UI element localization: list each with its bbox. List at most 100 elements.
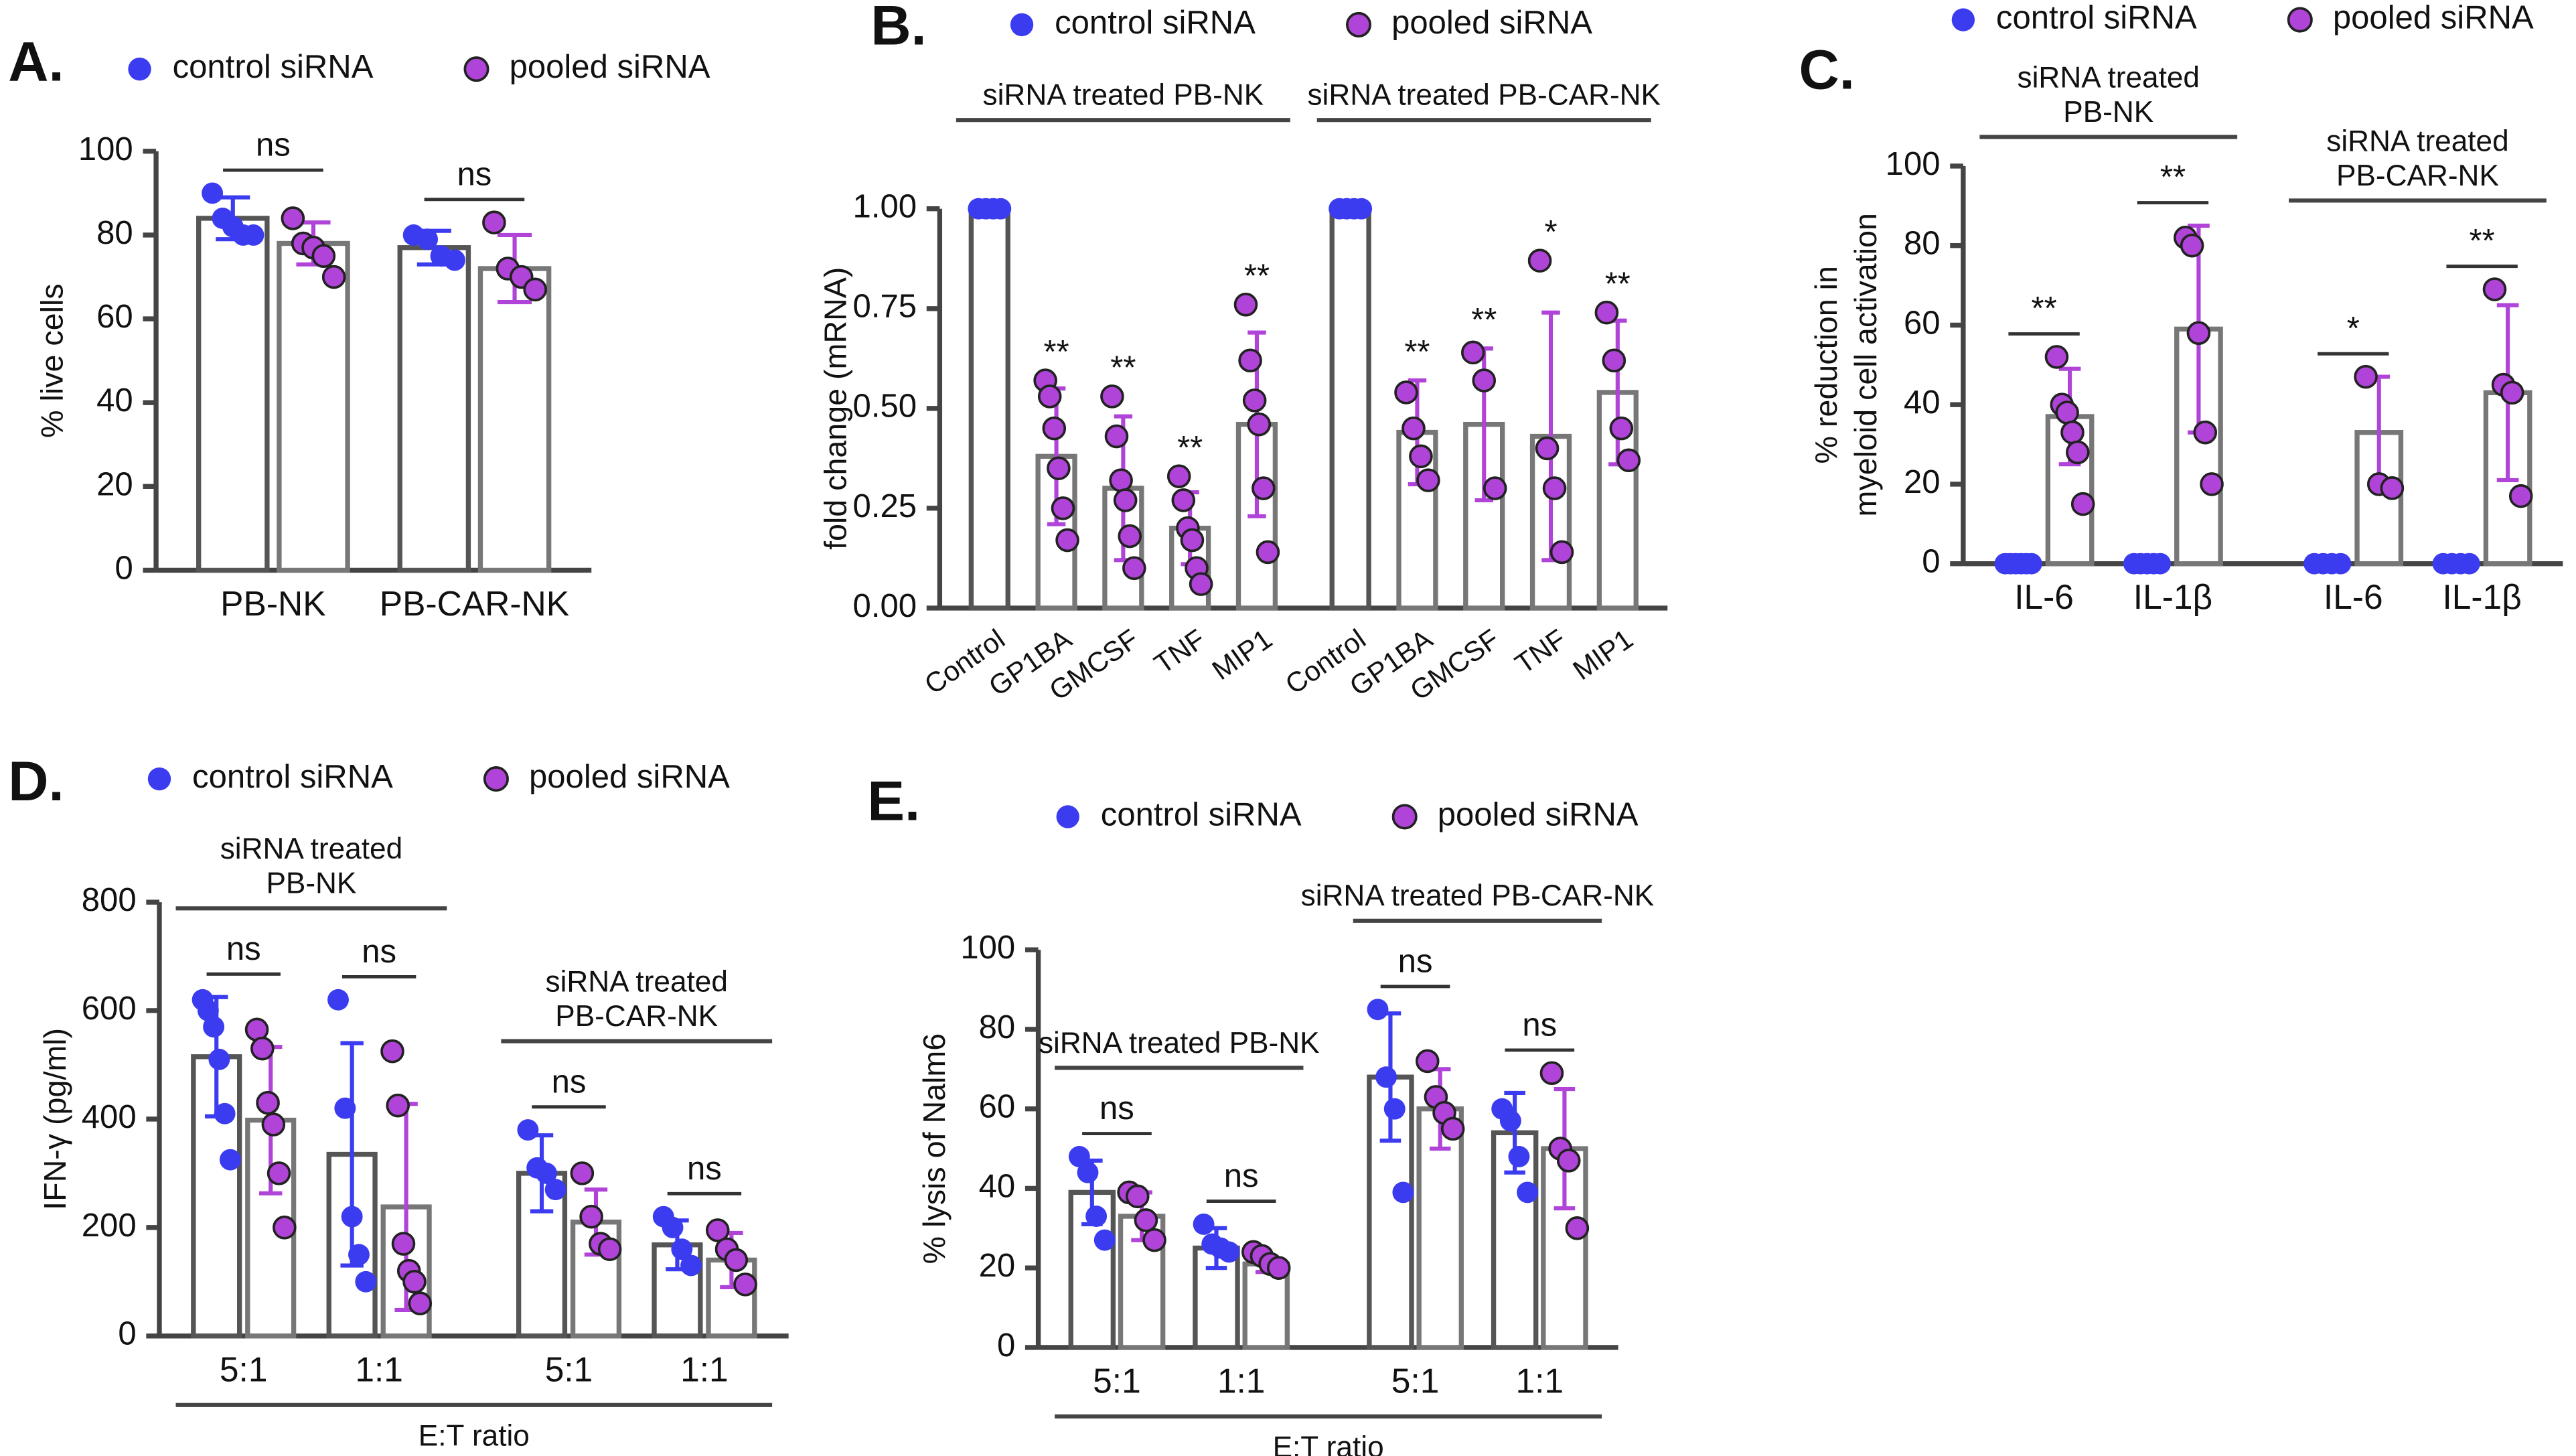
significance-label: **	[2031, 291, 2056, 327]
data-point	[334, 1097, 356, 1119]
data-point	[990, 198, 1012, 220]
x-tick-label: PB-NK	[220, 584, 325, 623]
data-point	[1394, 380, 1418, 405]
data-point	[1440, 1116, 1465, 1141]
x-tick-label: 1:1	[1217, 1362, 1266, 1400]
data-point	[1549, 540, 1574, 565]
data-point	[219, 1149, 241, 1171]
data-point	[214, 1102, 236, 1124]
y-tick-label: 100	[1886, 146, 1941, 182]
group-label: siRNA treated	[2326, 125, 2508, 157]
x-tick-label: IL-6	[2014, 577, 2074, 616]
data-point	[535, 1162, 557, 1184]
x-tick-label: IL-1β	[2442, 577, 2521, 616]
panel-label: E.	[867, 769, 920, 832]
data-point	[261, 1112, 286, 1137]
significance-label: ns	[362, 934, 396, 970]
data-point	[1142, 1228, 1166, 1252]
significance-label: ns	[457, 156, 492, 192]
data-point	[517, 1119, 539, 1141]
data-point	[1125, 1184, 1150, 1209]
y-tick-label: 100	[960, 930, 1015, 966]
data-point	[355, 1270, 377, 1293]
data-point	[1180, 528, 1205, 553]
data-point	[311, 244, 336, 269]
data-point	[1068, 1146, 1090, 1167]
data-point	[380, 1039, 404, 1064]
data-point	[202, 182, 224, 204]
data-point	[597, 1237, 622, 1262]
data-point	[386, 1093, 410, 1118]
y-tick-label: 0.25	[853, 488, 917, 524]
data-point	[523, 277, 547, 302]
legend-label: control siRNA	[1055, 5, 1256, 41]
y-tick-label: 100	[78, 131, 133, 167]
significance-label: **	[1471, 302, 1497, 338]
data-point	[579, 1204, 603, 1229]
data-point	[1539, 1061, 1564, 1086]
legend-marker	[1056, 805, 1079, 828]
legend-label: pooled siRNA	[510, 49, 710, 85]
x-tick-label: 5:1	[1093, 1362, 1141, 1400]
legend-label: control siRNA	[173, 49, 374, 85]
data-point	[1535, 436, 1560, 461]
data-point	[1093, 1229, 1116, 1251]
y-tick-label: 400	[82, 1099, 137, 1135]
y-tick-label: 20	[96, 466, 133, 502]
data-point	[671, 1238, 693, 1260]
data-point	[1409, 444, 1433, 469]
data-point	[1051, 496, 1075, 520]
significance-label: **	[2160, 159, 2186, 196]
data-point	[408, 1291, 433, 1315]
y-axis-label: % lysis of Nalm6	[917, 1033, 952, 1264]
y-tick-label: 80	[96, 215, 133, 251]
significance-label: **	[1177, 430, 1203, 466]
data-point	[256, 1090, 280, 1115]
data-point	[1616, 448, 1641, 473]
bar	[477, 266, 552, 573]
data-point	[733, 1272, 757, 1297]
data-point	[1609, 416, 1634, 441]
y-axis-label: % reduction in	[1809, 266, 1843, 463]
significance-label: ns	[687, 1151, 722, 1187]
legend-label: control siRNA	[1101, 796, 1302, 832]
y-axis-label: fold change (mRNA)	[818, 267, 853, 550]
data-point	[1375, 1066, 1397, 1088]
legend-marker	[147, 767, 171, 791]
data-point	[2186, 321, 2211, 346]
data-point	[680, 1254, 702, 1277]
x-tick-label: 5:1	[220, 1350, 268, 1388]
significance-label: ns	[1398, 944, 1433, 980]
data-point	[1472, 368, 1497, 392]
y-tick-label: 0.00	[853, 588, 917, 624]
data-point	[327, 989, 349, 1011]
data-point	[391, 1232, 416, 1256]
significance-label: **	[1404, 334, 1430, 370]
data-point	[208, 1048, 230, 1070]
significance-label: **	[1244, 258, 1270, 294]
group-label: siRNA treated	[545, 965, 727, 998]
data-point	[273, 1216, 297, 1240]
data-point	[1113, 488, 1138, 512]
data-point	[1565, 1216, 1590, 1240]
data-point	[1252, 476, 1276, 500]
data-point	[1266, 1256, 1291, 1280]
data-point	[1483, 476, 1507, 500]
significance-label: **	[1605, 266, 1631, 302]
x-tick-label: 1:1	[355, 1350, 403, 1388]
legend-marker	[1010, 13, 1034, 37]
data-point	[1171, 488, 1196, 512]
data-point	[2070, 492, 2095, 516]
x-axis-label: E:T ratio	[419, 1420, 530, 1453]
legend-label: control siRNA	[192, 759, 393, 795]
bar	[277, 240, 350, 573]
y-tick-label: 40	[96, 382, 133, 419]
data-point	[1460, 340, 1485, 365]
x-tick-label: 1:1	[1515, 1362, 1564, 1400]
y-tick-label: 60	[979, 1089, 1016, 1125]
data-point	[1189, 572, 1213, 596]
x-tick-label: 5:1	[1391, 1362, 1440, 1400]
group-label: siRNA treated	[220, 832, 402, 865]
data-point	[242, 224, 264, 246]
